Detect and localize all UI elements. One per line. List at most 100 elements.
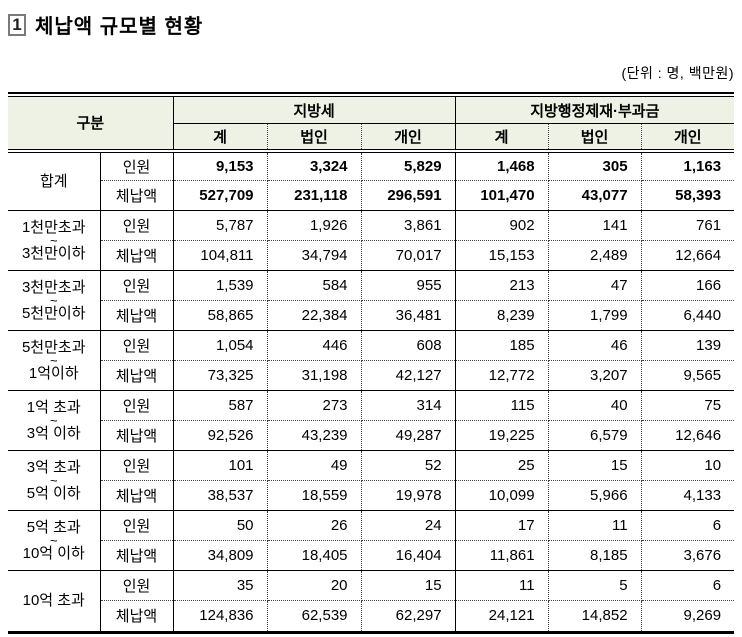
value-cell: 1,926 [267, 210, 362, 241]
value-cell: 166 [641, 270, 735, 301]
row-type-cell: 체납액 [100, 300, 174, 331]
row-type-cell: 인원 [100, 510, 174, 541]
title-number-box: 1 [8, 13, 26, 36]
header-col-total-1: 계 [173, 123, 268, 153]
value-cell: 141 [548, 210, 642, 241]
row-label-line: 3억 이하 [26, 424, 81, 442]
value-cell: 273 [267, 390, 362, 421]
value-cell: 9,269 [683, 607, 722, 625]
header-col-indiv-1: 개인 [361, 123, 456, 153]
row-label-line: 3억 초과 [26, 459, 81, 477]
row-label-line: 10억 이하 [22, 544, 85, 562]
value-cell: 139 [641, 330, 735, 361]
value-cell: 62,297 [361, 600, 456, 631]
range-tilde: ~ [49, 292, 58, 308]
value-cell: 101,470 [455, 180, 549, 211]
value-cell: 955 [361, 270, 456, 301]
row-label-line: 합계 [39, 172, 68, 190]
value-cell: 50 [173, 510, 268, 541]
row-label-cell: 3천만초과 ~5천만이하 [8, 270, 101, 331]
value-cell: 761 [641, 210, 735, 241]
value-cell: 40 [548, 390, 642, 421]
value-cell: 19,978 [361, 480, 456, 511]
header-col-corp-1: 법인 [267, 123, 362, 153]
value-cell: 1,163 [641, 150, 735, 181]
header-corner-gubun: 구분 [8, 96, 174, 153]
value-cell: 26 [267, 510, 362, 541]
value-cell: 58,865 [173, 300, 268, 331]
table-row: 5억 초과 ~10억 이하 인원 50 26 24 17 11 6 [8, 510, 735, 571]
value-cell: 34,794 [267, 240, 362, 271]
value-cell: 18,405 [267, 540, 362, 571]
row-type-cell: 인원 [100, 210, 174, 241]
value-cell: 608 [361, 330, 456, 361]
table-row: 체납액 58,865 22,384 36,481 8,239 1,799 6,440 [8, 300, 735, 331]
table-row: 합계 인원 9,153 3,324 5,829 1,468 305 1,163 [8, 150, 735, 211]
value-cell: 101 [173, 450, 268, 481]
table-row: 3억 초과 ~5억 이하 인원 101 49 52 25 15 10 [8, 450, 735, 511]
row-label-line: 1억 초과 [26, 399, 81, 417]
value-cell: 1,468 [455, 150, 549, 181]
value-cell: 10 [641, 450, 735, 481]
value-cell: 19,225 [455, 420, 549, 451]
value-cell: 231,118 [267, 180, 362, 211]
value-cell: 3,676 [641, 540, 735, 571]
row-label-line: 5억 초과 [26, 519, 81, 537]
value-cell: 5 [548, 570, 642, 601]
value-cell: 5,787 [173, 210, 268, 241]
value-cell: 18,559 [267, 480, 362, 511]
value-cell: 9,565 [641, 360, 735, 391]
value-cell: 104,811 [173, 240, 268, 271]
value-cell: 24,121 [455, 600, 549, 631]
value-cell: 314 [361, 390, 456, 421]
value-cell: 1,054 [173, 330, 268, 361]
value-cell: 15 [361, 570, 456, 601]
header-col-corp-2: 법인 [548, 123, 642, 153]
value-cell: 43,077 [548, 180, 642, 211]
table-row: 5천만초과 ~1억이하 인원 1,054 446 608 185 46 139 [8, 330, 735, 391]
value-cell: 4,133 [641, 480, 735, 511]
value-cell: 5,966 [548, 480, 642, 511]
table-row: 체납액 38,537 18,559 19,978 10,099 5,966 4,133 [8, 480, 735, 511]
table-row: 3천만초과 ~5천만이하 인원 1,539 584 955 213 47 166 [8, 270, 735, 331]
value-cell: 49,287 [361, 420, 456, 451]
row-label-cell: 1억 초과 ~3억 이하 [8, 390, 101, 451]
value-cell: 12,664 [641, 240, 735, 271]
value-cell: 6 [641, 570, 735, 601]
table-row: 체납액 527,709 231,118 296,591 101,470 43,077 58,… [8, 180, 735, 211]
value-cell: 3,861 [361, 210, 456, 241]
page-title: 1 체납액 규모별 현황 [8, 10, 734, 39]
row-type-cell: 체납액 [100, 420, 174, 451]
value-cell: 115 [455, 390, 549, 421]
value-cell: 6 [641, 510, 735, 541]
table-row: 1천만초과 ~3천만이하 인원 5,787 1,926 3,861 902 141 761 [8, 210, 735, 271]
value-cell: 8,239 [455, 300, 549, 331]
value-cell: 15 [548, 450, 642, 481]
range-tilde: ~ [49, 412, 58, 428]
row-type-cell: 체납액 [100, 240, 174, 271]
row-label-cell: 10억 초과 [8, 570, 101, 631]
row-type-cell: 체납액 [100, 180, 174, 211]
unit-note: (단위 : 명, 백만원) [621, 65, 734, 81]
value-cell: 11 [548, 510, 642, 541]
value-cell: 34,809 [173, 540, 268, 571]
header-col-total-2: 계 [455, 123, 549, 153]
row-type-cell: 인원 [100, 390, 174, 421]
table-row: 1억 초과 ~3억 이하 인원 587 273 314 115 40 75 [8, 390, 735, 451]
value-cell: 124,836 [173, 600, 268, 631]
value-cell: 52 [361, 450, 456, 481]
range-tilde: ~ [49, 472, 58, 488]
row-type-cell: 체납액 [100, 360, 174, 391]
row-type-cell: 체납액 [100, 540, 174, 571]
row-label-cell: 5천만초과 ~1억이하 [8, 330, 101, 391]
row-label-line: 1천만초과 [21, 219, 86, 237]
value-cell: 16,404 [361, 540, 456, 571]
table-row: 체납액 92,526 43,239 49,287 19,225 6,579 12,646 [8, 420, 735, 451]
header-group-admin-penalty: 지방행정제재·부과금 [455, 96, 735, 124]
row-label-cell: 1천만초과 ~3천만이하 [8, 210, 101, 271]
row-label-cell: 합계 [8, 150, 101, 211]
row-type-cell: 인원 [100, 450, 174, 481]
value-cell: 49 [267, 450, 362, 481]
table-row: 체납액 73,325 31,198 42,127 12,772 3,207 9,565 [8, 360, 735, 391]
value-cell: 31,198 [267, 360, 362, 391]
